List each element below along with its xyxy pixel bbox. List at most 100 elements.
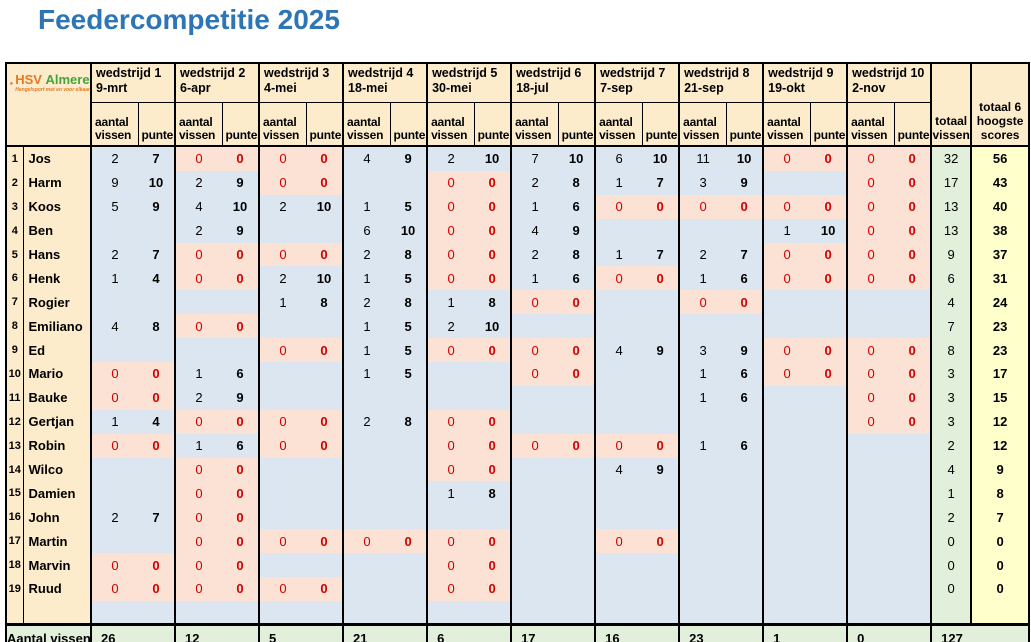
result-points-cell: 9 [138, 194, 176, 219]
result-points-cell [222, 290, 260, 315]
result-points-cell [894, 481, 932, 506]
result-fish-cell [258, 600, 307, 626]
top6-score-cell: 43 [970, 170, 1030, 195]
hsv-almere-logo: HSV Almere Hengelsport met en voor elkaar [10, 69, 90, 98]
result-fish-cell: 0 [678, 194, 727, 219]
result-points-cell: 0 [894, 218, 932, 243]
match-label: wedstrijd 7 [600, 66, 666, 80]
result-points-cell: 0 [306, 433, 344, 458]
result-fish-cell: 0 [846, 409, 895, 434]
result-points-cell: 0 [726, 290, 764, 315]
result-fish-cell [594, 600, 643, 626]
result-points-cell [474, 505, 512, 530]
result-points-cell [390, 433, 428, 458]
result-points-cell [726, 600, 764, 626]
result-points-cell: 0 [222, 577, 260, 601]
footer-match-total: 16 [594, 622, 680, 642]
top6-score-cell: 24 [970, 290, 1030, 315]
result-fish-cell: 0 [426, 338, 475, 363]
result-points-cell [726, 457, 764, 482]
result-fish-cell: 4 [594, 338, 643, 363]
rank-cell: 7 [6, 290, 24, 315]
match-date: 18-mei [348, 81, 388, 95]
result-points-cell: 0 [474, 266, 512, 291]
total-fish-cell: 4 [930, 457, 972, 482]
match-header-cell: wedstrijd 4 18-mei [342, 63, 428, 103]
result-fish-cell: 2 [510, 170, 559, 195]
result-points-cell: 8 [474, 290, 512, 315]
result-points-cell [642, 577, 680, 601]
rank-cell: 18 [6, 553, 24, 578]
match-label: wedstrijd 2 [180, 66, 246, 80]
match-label: wedstrijd 4 [348, 66, 414, 80]
player-row: 1 Jos 2 7 0 0 0 0 4 9 2 10 7 10 6 10 11 10 0 0 0 0 32 56 [6, 146, 1030, 171]
match-header-cell: wedstrijd 6 18-jul [510, 63, 596, 103]
subheader-aantal-vissen: aantal vissen [90, 102, 139, 147]
match-label: wedstrijd 1 [96, 66, 162, 80]
match-date: 4-mei [264, 81, 297, 95]
player-name-cell: Ed [23, 338, 91, 363]
subheader-punten: punten [558, 102, 596, 147]
result-fish-cell: 1 [342, 194, 391, 219]
result-fish-cell: 1 [594, 242, 643, 267]
match-label: wedstrijd 5 [432, 66, 498, 80]
result-points-cell [894, 314, 932, 339]
result-points-cell: 0 [894, 242, 932, 267]
subheader-punten: punten [474, 102, 512, 147]
result-fish-cell [594, 362, 643, 386]
result-fish-cell [258, 362, 307, 386]
result-points-cell: 0 [894, 362, 932, 386]
result-points-cell [810, 409, 848, 434]
result-points-cell: 0 [306, 242, 344, 267]
subheader-punten: punten [894, 102, 932, 147]
result-points-cell: 8 [474, 481, 512, 506]
result-points-cell [642, 362, 680, 386]
result-points-cell [138, 290, 176, 315]
result-fish-cell [90, 481, 138, 506]
subheader-punten: punten [306, 102, 344, 147]
result-fish-cell: 0 [258, 170, 307, 195]
player-name-cell: Mario [23, 362, 91, 386]
result-points-cell [726, 553, 764, 578]
result-fish-cell [342, 505, 391, 530]
rank-cell: 11 [6, 385, 24, 410]
total-fish-cell: 3 [930, 385, 972, 410]
result-fish-cell [678, 457, 727, 482]
result-points-cell: 9 [222, 385, 260, 410]
top6-score-cell: 0 [970, 529, 1030, 554]
player-row: 10 Mario 0 0 1 6 1 5 0 0 1 6 0 0 0 0 3 17 [6, 362, 1030, 386]
result-points-cell: 6 [558, 266, 596, 291]
result-points-cell: 0 [474, 553, 512, 578]
top6-score-cell: 23 [970, 314, 1030, 339]
result-fish-cell: 2 [174, 218, 223, 243]
result-points-cell [558, 505, 596, 530]
result-fish-cell: 0 [174, 481, 223, 506]
result-fish-cell: 9 [90, 170, 138, 195]
top6-score-cell: 37 [970, 242, 1030, 267]
result-points-cell [306, 481, 344, 506]
result-fish-cell [762, 457, 811, 482]
result-fish-cell [678, 409, 727, 434]
fish-icon [10, 81, 14, 86]
result-fish-cell: 4 [510, 218, 559, 243]
result-points-cell: 0 [474, 170, 512, 195]
result-fish-cell: 3 [678, 170, 727, 195]
result-fish-cell: 0 [510, 433, 559, 458]
total-fish-cell: 2 [930, 433, 972, 458]
result-fish-cell: 2 [510, 242, 559, 267]
result-points-cell [306, 218, 344, 243]
result-fish-cell [846, 577, 895, 601]
result-fish-cell: 1 [90, 409, 138, 434]
result-points-cell: 9 [222, 170, 260, 195]
result-points-cell: 0 [894, 170, 932, 195]
player-name-cell: Koos [23, 194, 91, 219]
result-points-cell [642, 553, 680, 578]
result-points-cell: 4 [138, 409, 176, 434]
result-points-cell: 0 [222, 242, 260, 267]
result-fish-cell: 1 [342, 338, 391, 363]
match-header-cell: wedstrijd 7 7-sep [594, 63, 680, 103]
footer-match-total: 26 [89, 622, 176, 642]
total-fish-cell: 17 [930, 170, 972, 195]
result-fish-cell: 0 [594, 266, 643, 291]
result-points-cell [558, 314, 596, 339]
